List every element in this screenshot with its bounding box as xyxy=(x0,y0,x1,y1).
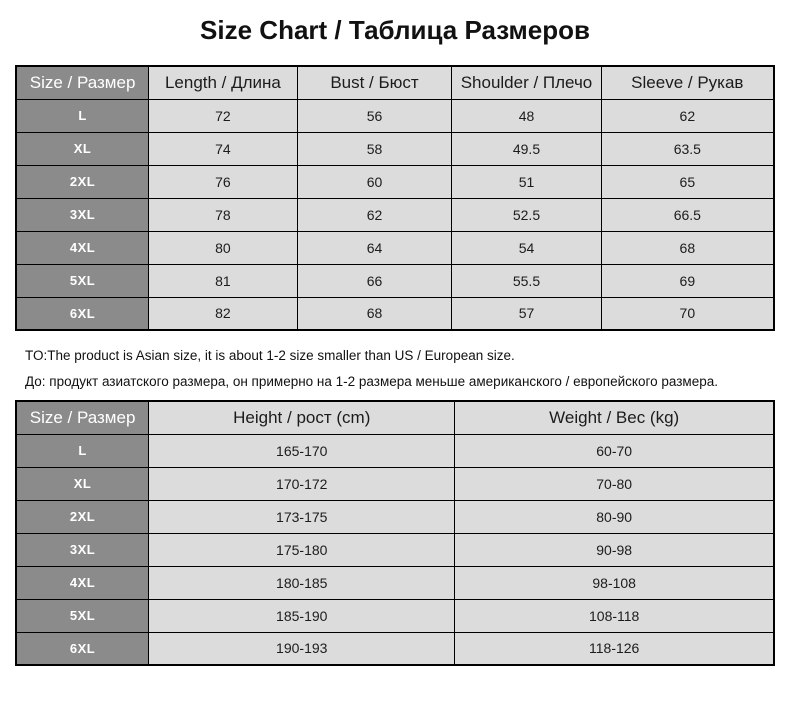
table-row-6xl: 6XL 82 68 57 70 xyxy=(15,296,775,331)
table-row-l: L 72 56 48 62 xyxy=(15,98,775,133)
value-cell: 62 xyxy=(296,197,453,232)
table-row-4xl: 4XL 80 64 54 68 xyxy=(15,230,775,265)
value-cell: 70 xyxy=(600,296,775,331)
size-label: 2XL xyxy=(15,164,150,199)
value-cell: 65 xyxy=(600,164,775,199)
table-row-5xl: 5XL 185-190 108-118 xyxy=(15,598,775,633)
size-label: 6XL xyxy=(15,296,150,331)
value-cell: 52.5 xyxy=(451,197,602,232)
table-row-xl: XL 74 58 49.5 63.5 xyxy=(15,131,775,166)
value-cell: 49.5 xyxy=(451,131,602,166)
size-label: 5XL xyxy=(15,263,150,298)
size-label: 4XL xyxy=(15,230,150,265)
value-cell: 80 xyxy=(148,230,298,265)
value-cell: 66 xyxy=(296,263,453,298)
value-cell: 80-90 xyxy=(454,499,775,534)
sizing-note-russian: До: продукт азиатского размера, он приме… xyxy=(25,374,718,389)
value-cell: 98-108 xyxy=(454,565,775,600)
column-header: Weight / Вес (kg) xyxy=(454,400,775,435)
value-cell: 78 xyxy=(148,197,298,232)
size-column-header: Size / Размер xyxy=(15,65,150,100)
value-cell: 54 xyxy=(451,230,602,265)
value-cell: 180-185 xyxy=(148,565,456,600)
column-header: Height / рост (cm) xyxy=(148,400,456,435)
value-cell: 76 xyxy=(148,164,298,199)
sizing-note-english: TO:The product is Asian size, it is abou… xyxy=(25,348,515,363)
value-cell: 72 xyxy=(148,98,298,133)
table-row-6xl: 6XL 190-193 118-126 xyxy=(15,631,775,666)
table-row-4xl: 4XL 180-185 98-108 xyxy=(15,565,775,600)
size-column-header: Size / Размер xyxy=(15,400,150,435)
value-cell: 60-70 xyxy=(454,433,775,468)
value-cell: 68 xyxy=(600,230,775,265)
size-label: 5XL xyxy=(15,598,150,633)
value-cell: 62 xyxy=(600,98,775,133)
table-row-3xl: 3XL 175-180 90-98 xyxy=(15,532,775,567)
value-cell: 57 xyxy=(451,296,602,331)
value-cell: 170-172 xyxy=(148,466,456,501)
garment-table-body: L 72 56 48 62 XL 74 58 49.5 63.5 2XL 76 60 51 65 3XL 78 6… xyxy=(15,98,775,331)
value-cell: 66.5 xyxy=(600,197,775,232)
value-cell: 108-118 xyxy=(454,598,775,633)
value-cell: 185-190 xyxy=(148,598,456,633)
value-cell: 56 xyxy=(296,98,453,133)
value-cell: 90-98 xyxy=(454,532,775,567)
table-row-3xl: 3XL 78 62 52.5 66.5 xyxy=(15,197,775,232)
value-cell: 173-175 xyxy=(148,499,456,534)
value-cell: 165-170 xyxy=(148,433,456,468)
size-label: XL xyxy=(15,131,150,166)
value-cell: 64 xyxy=(296,230,453,265)
value-cell: 63.5 xyxy=(600,131,775,166)
height-weight-table: Size / Размер Height / рост (cm) Weight / … xyxy=(15,400,775,666)
sizing-notes: TO:The product is Asian size, it is abou… xyxy=(25,348,790,389)
value-cell: 68 xyxy=(296,296,453,331)
size-label: XL xyxy=(15,466,150,501)
table-row-2xl: 2XL 76 60 51 65 xyxy=(15,164,775,199)
size-label: 3XL xyxy=(15,197,150,232)
value-cell: 175-180 xyxy=(148,532,456,567)
column-header: Bust / Бюст xyxy=(296,65,453,100)
garment-table-header-row: Size / Размер Length / Длина Bust / Бюст Sh… xyxy=(15,65,775,100)
value-cell: 48 xyxy=(451,98,602,133)
value-cell: 118-126 xyxy=(454,631,775,666)
value-cell: 81 xyxy=(148,263,298,298)
size-label: L xyxy=(15,433,150,468)
column-header: Sleeve / Рукав xyxy=(600,65,775,100)
garment-measurements-table: Size / Размер Length / Длина Bust / Бюст Sh… xyxy=(15,65,775,331)
height-weight-table-header-row: Size / Размер Height / рост (cm) Weight / … xyxy=(15,400,775,435)
table-row-l: L 165-170 60-70 xyxy=(15,433,775,468)
column-header: Length / Длина xyxy=(148,65,298,100)
value-cell: 60 xyxy=(296,164,453,199)
table-row-2xl: 2XL 173-175 80-90 xyxy=(15,499,775,534)
value-cell: 51 xyxy=(451,164,602,199)
value-cell: 190-193 xyxy=(148,631,456,666)
value-cell: 55.5 xyxy=(451,263,602,298)
value-cell: 70-80 xyxy=(454,466,775,501)
size-label: 6XL xyxy=(15,631,150,666)
value-cell: 82 xyxy=(148,296,298,331)
column-header: Shoulder / Плечо xyxy=(451,65,602,100)
size-label: 4XL xyxy=(15,565,150,600)
page-title: Size Chart / Таблица Размеров xyxy=(200,15,590,45)
size-label: L xyxy=(15,98,150,133)
height-weight-table-body: L 165-170 60-70 XL 170-172 70-80 2XL 173-175 80-… xyxy=(15,433,775,666)
table-row-5xl: 5XL 81 66 55.5 69 xyxy=(15,263,775,298)
value-cell: 74 xyxy=(148,131,298,166)
value-cell: 69 xyxy=(600,263,775,298)
value-cell: 58 xyxy=(296,131,453,166)
size-label: 3XL xyxy=(15,532,150,567)
size-label: 2XL xyxy=(15,499,150,534)
table-row-xl: XL 170-172 70-80 xyxy=(15,466,775,501)
